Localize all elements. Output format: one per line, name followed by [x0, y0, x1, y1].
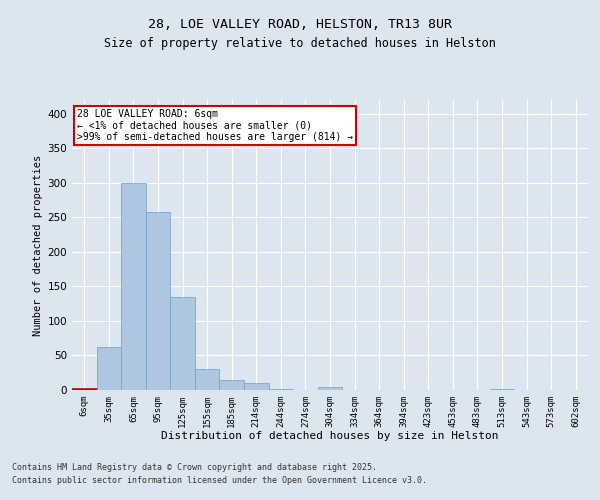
Text: Contains HM Land Registry data © Crown copyright and database right 2025.: Contains HM Land Registry data © Crown c… [12, 462, 377, 471]
Y-axis label: Number of detached properties: Number of detached properties [33, 154, 43, 336]
Bar [72, 388, 97, 390]
Text: Contains public sector information licensed under the Open Government Licence v3: Contains public sector information licen… [12, 476, 427, 485]
X-axis label: Distribution of detached houses by size in Helston: Distribution of detached houses by size … [161, 432, 499, 442]
Bar [195, 370, 220, 390]
Bar [97, 347, 121, 390]
Text: Size of property relative to detached houses in Helston: Size of property relative to detached ho… [104, 38, 496, 51]
Text: 28 LOE VALLEY ROAD: 6sqm
← <1% of detached houses are smaller (0)
>99% of semi-d: 28 LOE VALLEY ROAD: 6sqm ← <1% of detach… [77, 108, 353, 142]
Bar [490, 388, 514, 390]
Bar [318, 386, 342, 390]
Bar [146, 212, 170, 390]
Bar [244, 383, 269, 390]
Text: 28, LOE VALLEY ROAD, HELSTON, TR13 8UR: 28, LOE VALLEY ROAD, HELSTON, TR13 8UR [148, 18, 452, 30]
Bar [220, 380, 244, 390]
Bar [170, 297, 195, 390]
Bar [121, 183, 146, 390]
